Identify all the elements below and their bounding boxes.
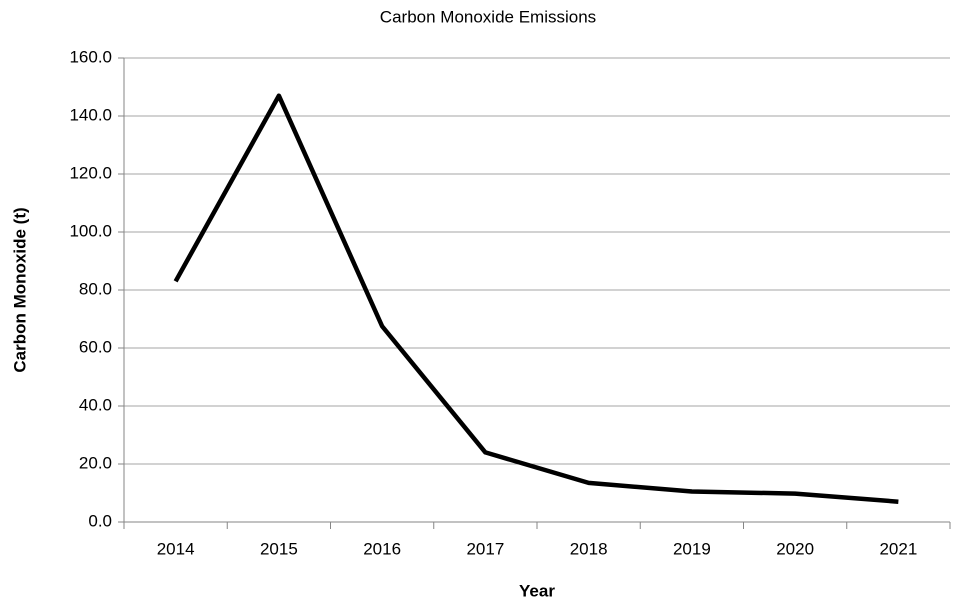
x-tick-label: 2014 <box>157 539 195 558</box>
chart-title: Carbon Monoxide Emissions <box>380 7 596 26</box>
y-tick-label: 140.0 <box>69 105 112 124</box>
x-tick-label: 2017 <box>466 539 504 558</box>
x-tick-label: 2016 <box>363 539 401 558</box>
y-axis-title: Carbon Monoxide (t) <box>10 207 29 372</box>
x-axis-title: Year <box>519 581 555 600</box>
y-tick-label: 100.0 <box>69 221 112 240</box>
x-tick-label: 2020 <box>776 539 814 558</box>
line-series <box>173 93 899 504</box>
y-tick-label: 40.0 <box>79 395 112 414</box>
x-tick-label: 2019 <box>673 539 711 558</box>
y-tick-label: 80.0 <box>79 279 112 298</box>
y-tick-label: 20.0 <box>79 453 112 472</box>
x-tick-label: 2021 <box>879 539 917 558</box>
x-tick-label: 2015 <box>260 539 298 558</box>
y-tick-label: 160.0 <box>69 47 112 66</box>
y-tick-label: 60.0 <box>79 337 112 356</box>
y-tick-label: 0.0 <box>88 511 112 530</box>
x-tick-label: 2018 <box>570 539 608 558</box>
y-tick-label: 120.0 <box>69 163 112 182</box>
